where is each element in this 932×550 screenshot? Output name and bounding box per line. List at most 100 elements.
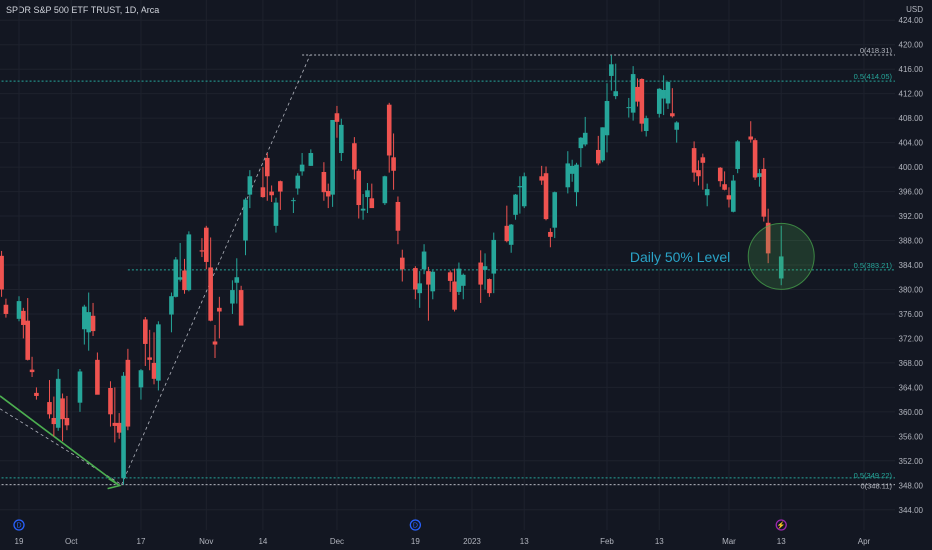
candle-body — [138, 370, 144, 388]
candle-body — [722, 184, 727, 190]
event-marker-label: ⚡ — [777, 521, 786, 530]
candle-body — [609, 64, 614, 76]
event-marker-icon[interactable]: D — [409, 519, 422, 531]
candle-body — [778, 256, 784, 279]
candle — [212, 324, 218, 359]
price-axis: 344.00 348.00 352.00 356.00 360.00 364.00 368.… — [899, 5, 924, 515]
candle-body — [147, 357, 152, 360]
candle-body — [330, 119, 335, 195]
candle — [321, 162, 327, 201]
event-marker-circle — [13, 519, 25, 531]
candle — [748, 121, 754, 143]
candle — [456, 262, 462, 295]
candle-body — [696, 170, 701, 177]
candle-body — [64, 417, 70, 426]
event-marker-icon[interactable]: ⚡ — [775, 519, 787, 531]
candle-body — [86, 312, 91, 333]
time-tick-label: 13 — [777, 537, 786, 546]
price-tick-label: 348.00 — [899, 481, 924, 490]
candle — [635, 78, 640, 107]
candle — [121, 372, 126, 485]
candle — [395, 196, 401, 245]
event-marker-icon[interactable]: D — [13, 519, 25, 531]
candle — [330, 119, 335, 207]
candle-body — [626, 107, 632, 109]
candle-body — [521, 176, 527, 207]
candle-body — [656, 88, 662, 114]
candle — [761, 157, 767, 222]
candle — [417, 271, 423, 308]
candle — [208, 237, 213, 322]
candle — [569, 159, 575, 182]
candle-body — [60, 398, 65, 420]
candle — [34, 387, 39, 400]
candle — [548, 228, 553, 248]
candle-body — [578, 137, 584, 149]
candle — [116, 413, 122, 439]
candle — [426, 266, 431, 321]
candle-body — [264, 157, 270, 177]
candle — [382, 175, 388, 206]
event-marker-label: D — [413, 523, 418, 530]
candle — [595, 135, 601, 166]
candle — [356, 168, 362, 219]
candle — [47, 380, 52, 419]
candle-body — [726, 195, 732, 200]
candle — [325, 183, 331, 209]
candle-body — [360, 208, 366, 211]
candle — [430, 270, 436, 300]
candle-body — [308, 153, 314, 166]
candle — [295, 173, 301, 195]
candle-body — [186, 234, 192, 291]
candle-body — [156, 324, 161, 381]
candle-body — [0, 255, 4, 290]
candle — [491, 232, 497, 294]
time-tick-label: 19 — [411, 537, 420, 546]
candle — [86, 292, 91, 351]
candle-body — [548, 231, 553, 237]
candle-body — [112, 422, 118, 426]
candle-body — [208, 267, 213, 321]
candle — [143, 317, 148, 366]
candle — [735, 140, 740, 174]
candle — [95, 352, 100, 395]
time-tick-label: 13 — [520, 537, 529, 546]
candle — [112, 387, 118, 443]
price-tick-label: 360.00 — [899, 408, 924, 417]
candle — [169, 292, 174, 333]
candle — [352, 137, 357, 180]
candle-body — [243, 199, 248, 241]
candle-body — [665, 82, 671, 104]
candle — [90, 302, 96, 336]
candle — [604, 83, 610, 153]
candle — [125, 348, 131, 431]
candle — [51, 396, 57, 437]
candle — [238, 285, 244, 326]
candle-body — [143, 319, 148, 344]
fib-levels: 0(418.31) 0.5(414.05) 0.5(383.21) 0.5(349.2… — [1, 46, 895, 491]
candle — [482, 253, 488, 290]
candle-body — [25, 320, 31, 360]
candle — [674, 121, 679, 143]
candle — [399, 249, 405, 282]
candle — [460, 273, 466, 300]
candle-body — [430, 271, 436, 292]
candle — [552, 191, 558, 239]
candle-body — [291, 200, 296, 202]
candle — [64, 395, 70, 431]
candle — [521, 172, 527, 209]
candle-body — [552, 192, 558, 228]
candle — [600, 127, 605, 163]
candle — [704, 183, 710, 207]
candle — [234, 258, 240, 304]
candle — [517, 176, 523, 214]
candle-body — [356, 170, 362, 206]
candle-body — [582, 132, 588, 145]
candle-body — [16, 301, 22, 319]
candle — [29, 356, 35, 377]
candle — [360, 194, 366, 220]
candle — [299, 153, 305, 176]
candle-body — [295, 175, 301, 189]
candle — [421, 244, 427, 275]
